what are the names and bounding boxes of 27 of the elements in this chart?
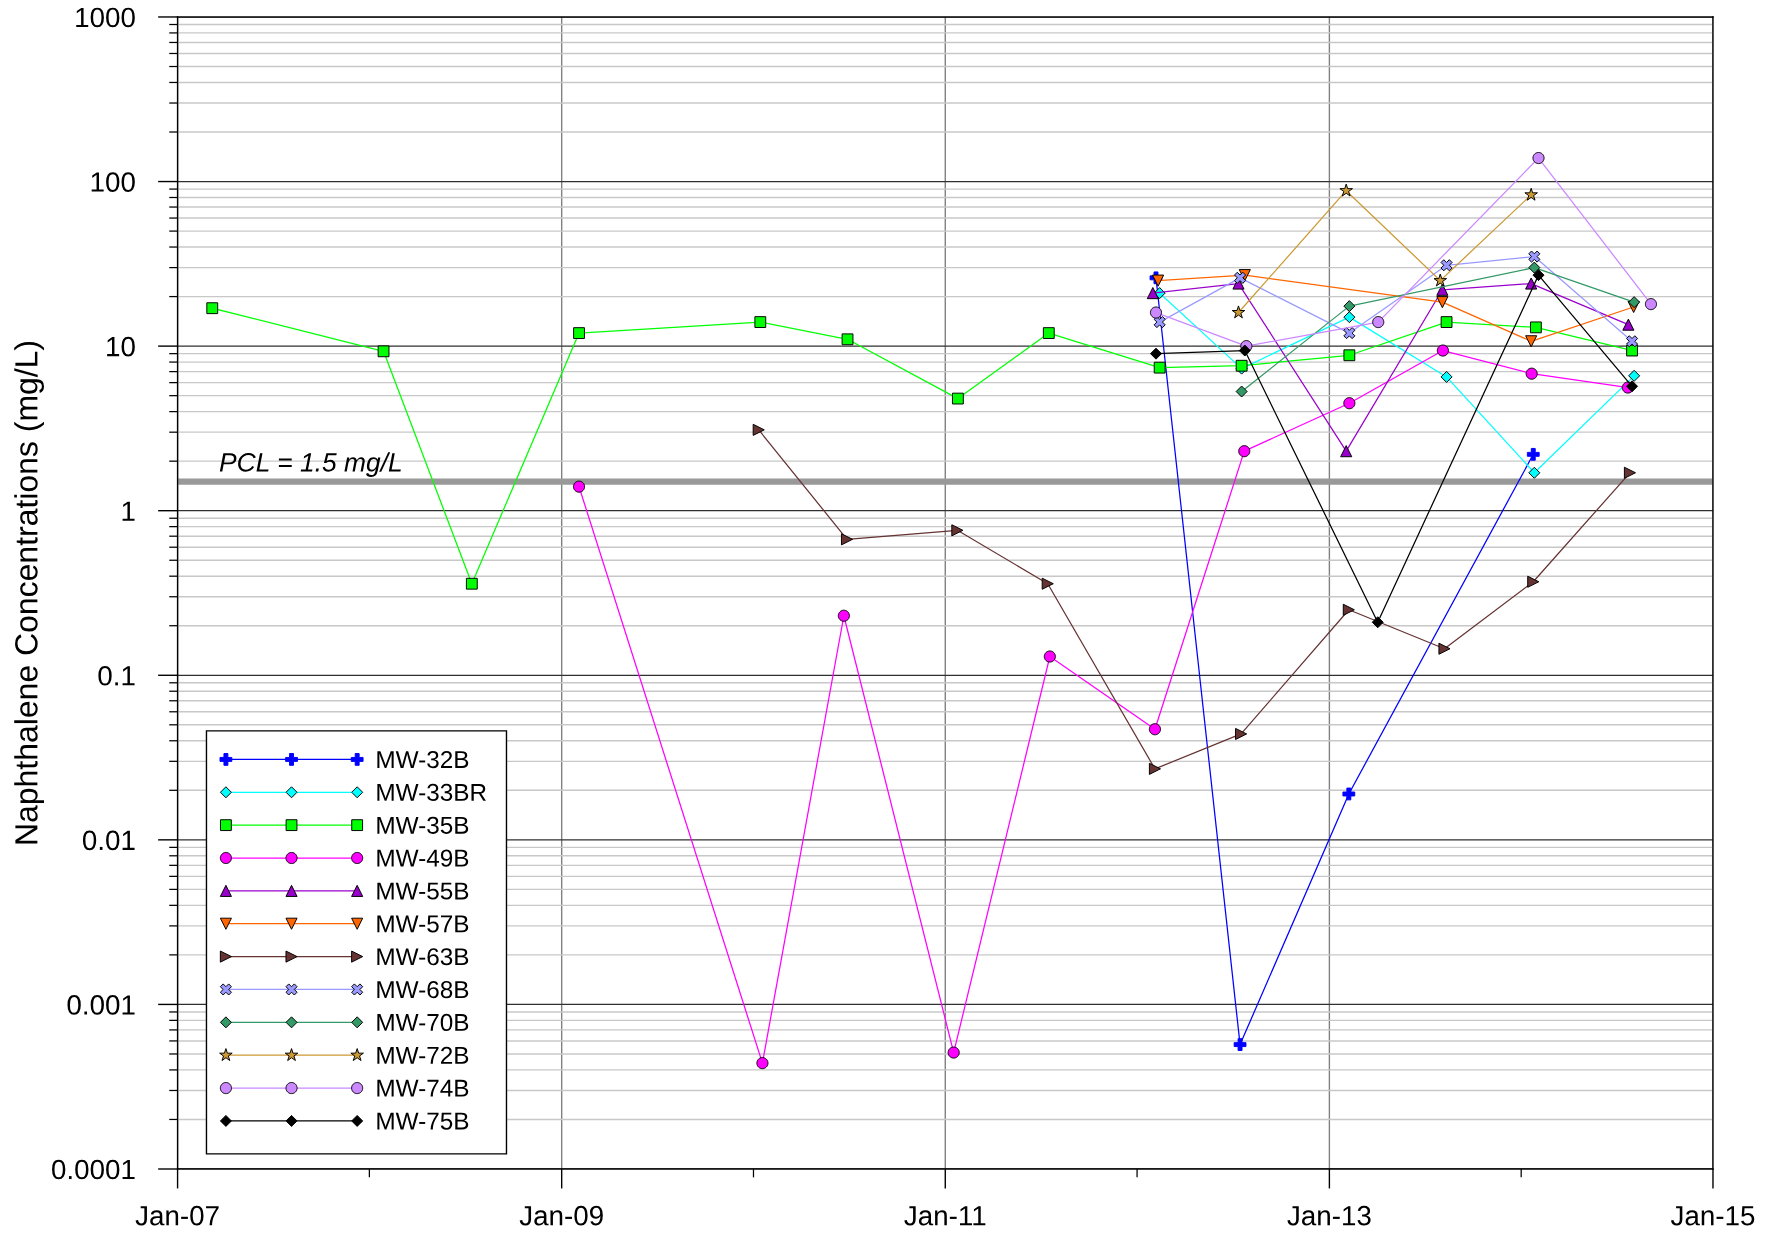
legend-label: MW-57B bbox=[377, 915, 469, 933]
x-tick-label: Jan-15 bbox=[1670, 1206, 1755, 1226]
ref-line-label: PCL = 1.5 mg/L bbox=[219, 452, 401, 477]
y-tick-label: 0.1 bbox=[98, 665, 135, 686]
legend-label: MW-33BR bbox=[377, 783, 486, 802]
y-tick-label: 0.01 bbox=[82, 830, 135, 851]
y-axis-title: Naphthalene Concentrations (mg/L) bbox=[14, 341, 44, 844]
x-tick-label: Jan-11 bbox=[904, 1206, 986, 1226]
y-tick-label: 1000 bbox=[76, 7, 135, 28]
legend-label: MW-72B bbox=[377, 1046, 469, 1064]
y-tick-label: 0.001 bbox=[67, 995, 135, 1015]
x-tick-label: Jan-09 bbox=[519, 1205, 603, 1226]
x-tick-label: Jan-07 bbox=[135, 1205, 219, 1226]
legend-label: MW-49B bbox=[377, 849, 469, 867]
y-tick-label: 100 bbox=[91, 172, 135, 192]
y-tick-label: 10 bbox=[107, 336, 135, 357]
x-tick-label: Jan-13 bbox=[1287, 1205, 1371, 1226]
legend-label: MW-55B bbox=[377, 882, 469, 900]
legend-label: MW-32B bbox=[377, 750, 469, 769]
y-tick-label: 0.0001 bbox=[52, 1159, 135, 1180]
legend-label: MW-35B bbox=[377, 816, 469, 834]
y-tick-label: 1 bbox=[122, 501, 135, 521]
legend-label: MW-63B bbox=[377, 948, 469, 966]
legend-label: MW-70B bbox=[377, 1013, 469, 1032]
legend-label: MW-68B bbox=[377, 981, 469, 999]
legend-label: MW-75B bbox=[377, 1112, 469, 1130]
legend-label: MW-74B bbox=[377, 1079, 469, 1097]
